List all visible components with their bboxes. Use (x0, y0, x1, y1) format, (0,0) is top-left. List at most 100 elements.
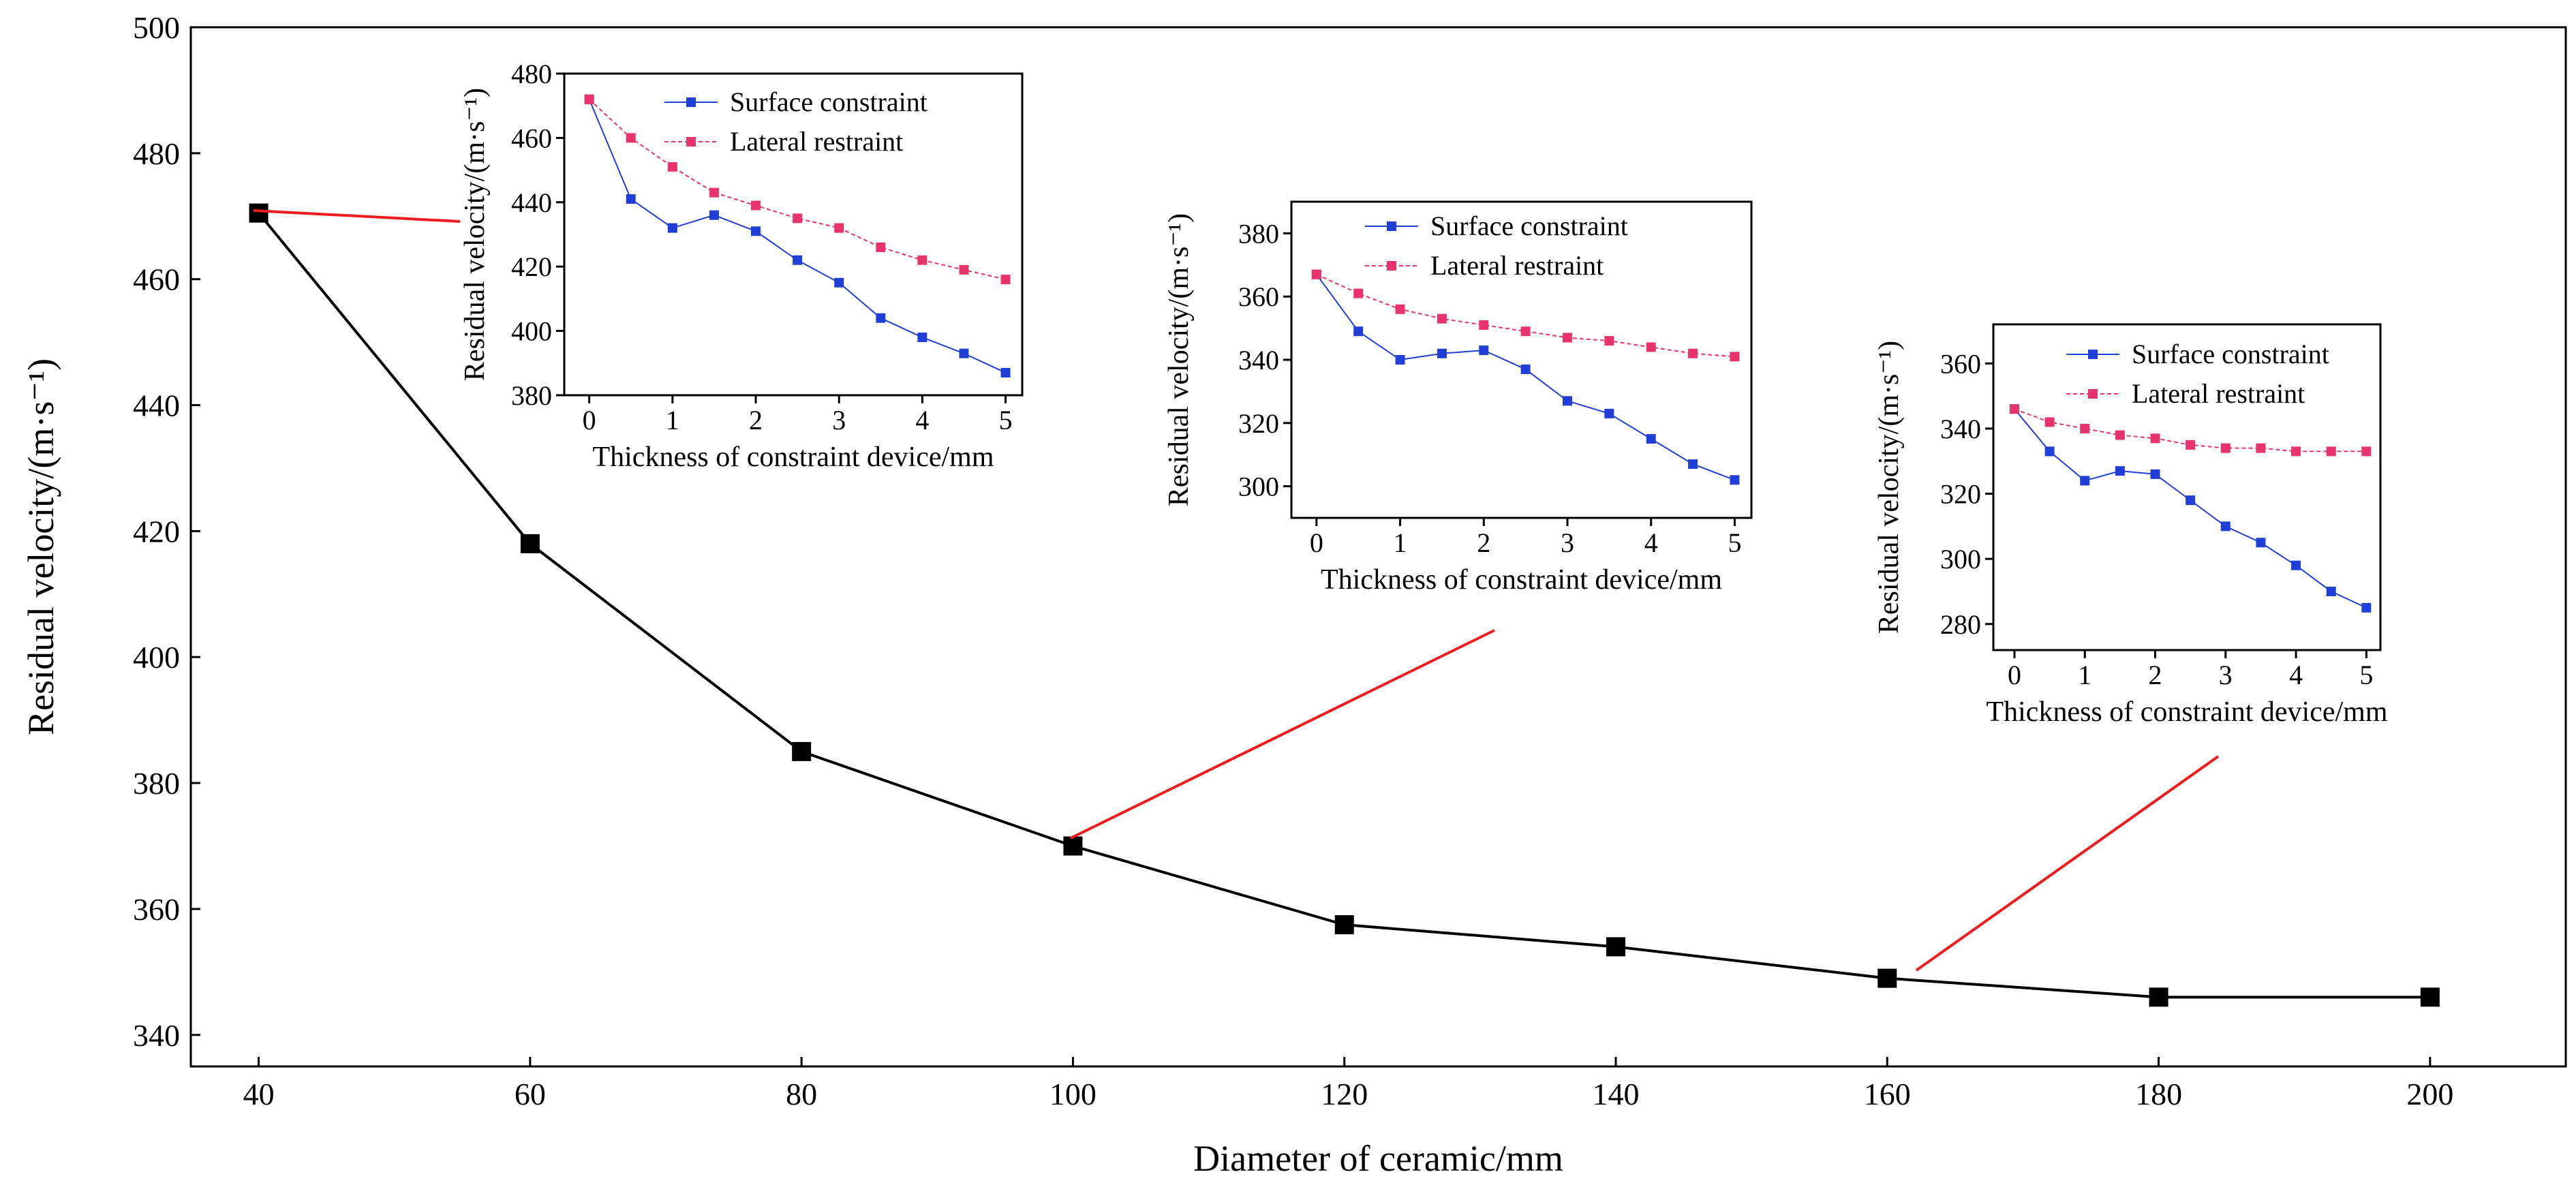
inset-data-point (1353, 326, 1364, 337)
inset-data-point (1395, 355, 1405, 365)
inset-y-tick-label: 340 (1940, 414, 1981, 444)
inset-data-point (2220, 521, 2230, 532)
main-data-point (1063, 836, 1083, 856)
inset-data-point (1563, 333, 1572, 343)
legend-marker (1387, 221, 1396, 231)
inset-x-axis-label: Thickness of constraint device/mm (1321, 564, 1722, 596)
inset-x-tick-label: 2 (1477, 527, 1490, 558)
inset-y-tick-label: 340 (1238, 345, 1279, 375)
inset-data-point (1646, 434, 1656, 444)
main-y-tick-label: 340 (133, 1018, 180, 1053)
inset-plot-3: 0 1 2 3 4 5 280 300 320 340 360 Thickness of constr… (1873, 323, 2388, 972)
inset-series-line (588, 99, 1006, 281)
inset-data-point (2115, 430, 2125, 440)
inset-frame (1992, 323, 2382, 651)
inset-data-point (1437, 348, 1447, 358)
inset-y-tick-label: 360 (1238, 281, 1279, 312)
inset-data-point (2361, 602, 2372, 613)
inset-data-point (1688, 348, 1698, 358)
main-y-tick-label: 420 (133, 514, 180, 549)
inset-data-point (1604, 408, 1614, 418)
inset-y-tick-label: 280 (1940, 609, 1981, 640)
legend-marker (2088, 350, 2098, 359)
main-y-tick-label: 500 (133, 10, 180, 45)
main-x-tick-label: 60 (515, 1077, 546, 1111)
inset-data-point (834, 277, 844, 288)
inset-y-tick-label: 380 (511, 380, 552, 411)
inset-data-point (2256, 443, 2266, 453)
inset-x-tick-label: 5 (2359, 660, 2373, 690)
inset-data-point (1395, 304, 1405, 314)
inset-data-point (917, 255, 927, 265)
inset-y-tick-label: 320 (1940, 479, 1981, 510)
inset-data-point (876, 313, 886, 323)
inset-data-point (1353, 288, 1364, 298)
inset-data-point (667, 223, 677, 233)
legend-label: Surface constraint (730, 87, 927, 117)
inset-data-point (1479, 320, 1489, 330)
inset-plot-1: 0 1 2 3 4 5 380 400 420 440 460 480 Thickness of con… (253, 59, 1024, 473)
inset-data-point (1479, 345, 1489, 356)
inset-y-axis-label: Residual velocity/(m·s⁻¹) (459, 88, 491, 381)
inset-data-point (1437, 313, 1447, 324)
inset-x-tick-label: 4 (2289, 660, 2303, 690)
main-data-point (1877, 968, 1897, 988)
main-x-tick-label: 100 (1049, 1077, 1097, 1111)
inset-y-tick-label: 300 (1940, 544, 1981, 574)
inset-y-tick-label: 400 (511, 316, 552, 347)
inset-data-point (2080, 423, 2090, 433)
inset-y-axis-label: Residual velocity/(m·s⁻¹) (1873, 341, 1905, 634)
inset-connector-line (1915, 755, 2220, 972)
legend-marker (686, 97, 696, 107)
inset-data-point (2150, 433, 2160, 444)
inset-data-point (1730, 352, 1740, 362)
legend-marker (686, 137, 696, 147)
inset-data-point (2326, 446, 2336, 457)
inset-y-tick-label: 300 (1238, 472, 1279, 502)
inset-data-point (1311, 269, 1321, 279)
inset-connector-line (253, 209, 461, 223)
main-x-axis-label: Diameter of ceramic/mm (1193, 1138, 1563, 1179)
legend-label: Lateral restraint (1430, 250, 1604, 281)
inset-x-tick-label: 2 (2149, 660, 2162, 690)
inset-x-axis-label: Thickness of constraint device/mm (592, 442, 994, 473)
inset-data-point (584, 94, 594, 104)
main-x-tick-label: 200 (2406, 1077, 2453, 1111)
inset-data-point (959, 264, 969, 275)
inset-data-point (667, 161, 677, 172)
legend-label: Lateral restraint (730, 126, 903, 157)
main-y-tick-label: 480 (133, 136, 180, 171)
inset-x-axis-label: Thickness of constraint device/mm (1986, 696, 2387, 728)
inset-data-point (1520, 326, 1531, 337)
inset-x-tick-label: 1 (1394, 527, 1407, 558)
main-plot: 40 60 80 100 120 140 160 180 2003403603804004204… (20, 10, 2567, 1179)
main-x-tick-label: 180 (2135, 1077, 2182, 1111)
inset-x-tick-label: 0 (1310, 527, 1323, 558)
main-data-point (2420, 987, 2440, 1007)
inset-x-tick-label: 1 (666, 405, 679, 435)
main-plot-frame (189, 26, 2567, 1068)
legend-label: Lateral restraint (2132, 378, 2305, 409)
main-x-tick-label: 40 (243, 1077, 275, 1111)
inset-y-tick-label: 440 (511, 187, 552, 218)
main-data-point (249, 203, 269, 223)
inset-data-point (2186, 440, 2196, 450)
inset-data-point (876, 242, 886, 252)
inset-data-point (1604, 336, 1614, 346)
legend-label: Surface constraint (2132, 339, 2329, 369)
main-x-tick-label: 160 (1864, 1077, 1911, 1111)
inset-data-point (793, 213, 803, 224)
main-y-tick-label: 360 (133, 892, 180, 927)
main-data-point (520, 534, 540, 553)
inset-data-point (2044, 446, 2055, 457)
inset-x-tick-label: 5 (1728, 527, 1741, 558)
inset-frame (563, 72, 1024, 397)
main-data-point (1334, 915, 1354, 935)
inset-data-point (1688, 459, 1698, 470)
inset-x-tick-label: 3 (1561, 527, 1574, 558)
main-y-tick-label: 460 (133, 262, 180, 297)
main-data-point (2149, 987, 2168, 1007)
inset-data-point (917, 333, 927, 343)
inset-data-point (751, 200, 761, 211)
